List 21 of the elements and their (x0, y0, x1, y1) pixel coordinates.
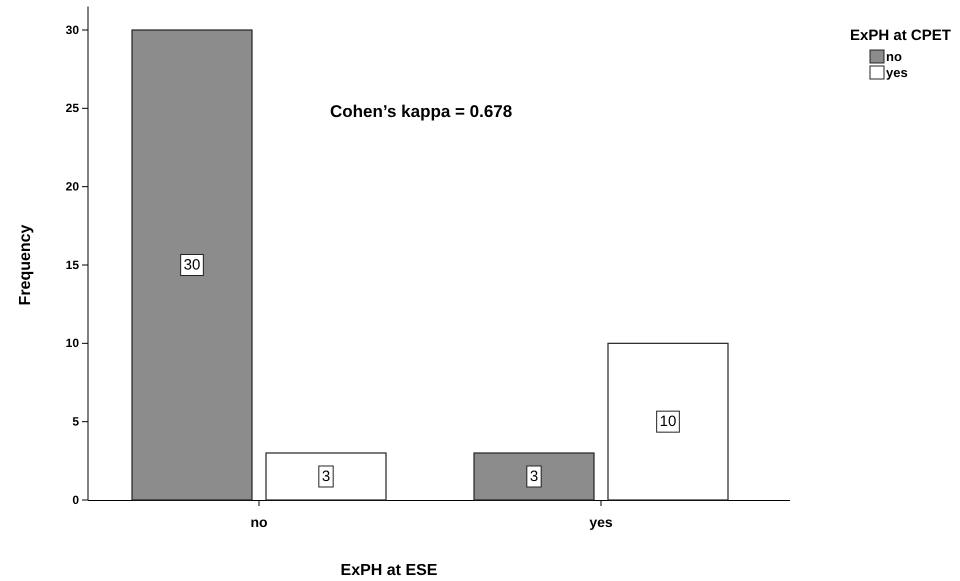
legend-label: yes (886, 65, 908, 80)
legend-title: ExPH at CPET (850, 27, 951, 44)
data-label: 10 (660, 413, 676, 430)
y-tick-label: 30 (66, 22, 80, 37)
x-axis-title: ExPH at ESE (340, 562, 438, 579)
y-tick-label: 25 (66, 101, 80, 116)
data-label: 30 (184, 256, 200, 274)
legend-label: no (886, 49, 902, 64)
y-tick-label: 5 (72, 414, 80, 429)
y-tick-label: 10 (66, 336, 80, 350)
annotation: Cohen’s kappa = 0.678 (330, 102, 512, 121)
bar (265, 452, 387, 501)
bar (473, 452, 595, 501)
y-tick-label: 20 (66, 180, 80, 194)
bar (131, 29, 253, 501)
data-label: 3 (530, 468, 538, 485)
y-axis-title: Frequency (17, 224, 34, 306)
bar (607, 342, 729, 501)
data-label: 3 (322, 468, 330, 485)
y-tick-label: 15 (66, 258, 80, 272)
y-tick-label: 0 (72, 492, 80, 507)
